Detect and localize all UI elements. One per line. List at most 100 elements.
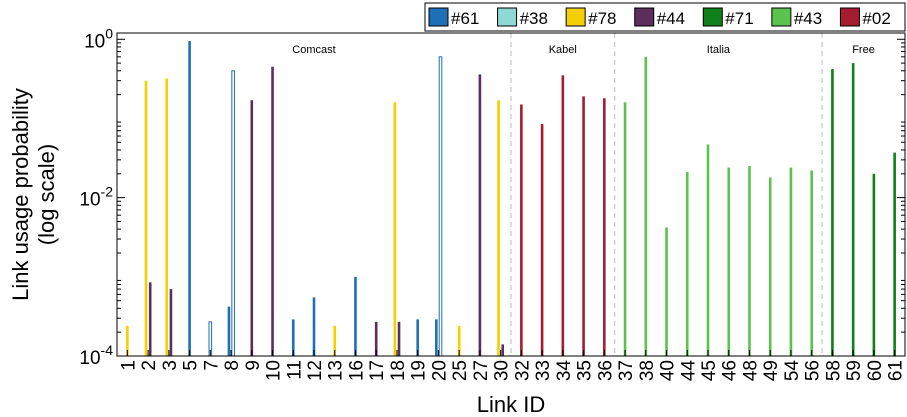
bar-02-link-36 (603, 98, 606, 357)
x-tick-label-58: 58 (823, 360, 844, 381)
bar-44-link-3 (169, 289, 173, 356)
legend-swatch-02 (839, 7, 860, 27)
bar-78-link-18 (393, 102, 397, 356)
bar-71-link-59 (851, 63, 855, 357)
x-tick-label-44: 44 (678, 360, 699, 382)
x-tick-label-20: 20 (429, 360, 450, 381)
x-tick-label-13: 13 (326, 360, 347, 381)
region-label-comcast: Comcast (292, 44, 335, 56)
bar-44-link-10 (271, 66, 274, 356)
x-tick-label-10: 10 (264, 360, 285, 381)
bar-78-link-25 (457, 325, 461, 356)
x-tick-label-48: 48 (741, 360, 762, 381)
bar-02-link-34 (561, 75, 565, 357)
bar-61-link-8 (227, 306, 231, 356)
x-tick-label-46: 46 (720, 360, 741, 381)
legend: #61 #38 #78 #44 #71 #43 #02 (424, 2, 906, 32)
bar-43-link-49 (768, 177, 772, 356)
bar-78-link-30 (497, 100, 500, 356)
bar-43-link-44 (685, 172, 689, 356)
bar-71-link-60 (872, 173, 876, 356)
legend-label-02: #02 (862, 9, 890, 28)
region-label-kabel: Kabel (549, 44, 577, 56)
bar-38-link-8 (231, 70, 235, 357)
bar-02-link-32 (520, 104, 523, 356)
x-tick-label-59: 59 (844, 360, 865, 381)
x-tick-label-2: 2 (139, 360, 160, 371)
x-tick-label-27: 27 (471, 360, 492, 381)
legend-label-78: #78 (588, 9, 616, 28)
bar-71-link-61 (893, 152, 896, 356)
bar-61-link-11 (291, 319, 295, 356)
legend-swatch-71 (702, 7, 723, 27)
bar-44-link-27 (478, 74, 482, 357)
bar-44-link-30 (501, 344, 505, 356)
x-tick-label-25: 25 (450, 360, 471, 381)
plot-frame (116, 32, 906, 357)
legend-swatch-38 (497, 7, 518, 27)
region-separators: Comcast Kabel Italia Free (292, 33, 875, 356)
x-tick-label-56: 56 (803, 360, 824, 381)
bar-38-link-20 (438, 56, 443, 357)
bar-43-link-40 (665, 227, 668, 356)
bar-78-link-3 (165, 78, 169, 356)
x-tick-label-9: 9 (243, 360, 264, 371)
bar-61-link-16 (354, 276, 357, 356)
x-tick-label-45: 45 (699, 360, 720, 381)
bar-43-link-38 (644, 56, 648, 357)
bar-61-link-19 (416, 319, 419, 356)
x-tick-label-17: 17 (367, 360, 388, 381)
bar-44-link-18 (397, 321, 401, 356)
y-tick-label: 10-2 (79, 184, 113, 211)
x-tick-label-3: 3 (160, 360, 181, 371)
x-tick-label-33: 33 (533, 360, 554, 381)
y-tick-label: 10-4 (79, 342, 113, 369)
region-label-free: Free (852, 44, 875, 56)
x-tick-label-7: 7 (201, 360, 222, 371)
bar-43-link-54 (789, 167, 793, 356)
bar-78-link-1 (126, 325, 129, 356)
legend-label-38: #38 (520, 9, 548, 28)
x-tick-label-34: 34 (554, 360, 575, 382)
legend-label-44: #44 (657, 9, 685, 28)
y-axis-title: Link usage probability (log scale) (8, 88, 59, 301)
legend-label-43: #43 (794, 9, 822, 28)
x-tick-label-54: 54 (782, 360, 803, 382)
bar-44-link-9 (250, 100, 254, 356)
x-tick-label-32: 32 (512, 360, 533, 381)
x-tick-label-11: 11 (284, 360, 305, 380)
legend-swatch-78 (565, 7, 586, 27)
bar-61-link-12 (312, 297, 316, 356)
bar-43-link-56 (810, 170, 813, 356)
bar-78-link-2 (144, 80, 148, 357)
x-tick-label-16: 16 (347, 360, 368, 381)
x-axis-title: Link ID (477, 392, 545, 417)
bar-02-link-35 (582, 96, 585, 356)
bar-43-link-46 (727, 167, 731, 356)
x-tick-label-35: 35 (575, 360, 596, 381)
legend-label-61: #61 (451, 9, 479, 28)
legend-swatch-43 (771, 7, 792, 27)
x-tick-label-5: 5 (181, 360, 202, 371)
x-tick-label-40: 40 (658, 360, 679, 381)
y-tick-label: 100 (84, 25, 113, 52)
x-tick-label-37: 37 (616, 360, 637, 381)
bar-44-link-17 (374, 321, 378, 356)
bar-61-link-20 (435, 319, 438, 356)
x-tick-label-8: 8 (222, 360, 243, 371)
legend-swatch-61 (428, 7, 449, 27)
x-tick-label-38: 38 (637, 360, 658, 381)
bars (126, 41, 896, 357)
legend-swatch-44 (634, 7, 655, 27)
bar-43-link-48 (748, 166, 751, 356)
bar-43-link-45 (706, 144, 710, 356)
bar-02-link-33 (540, 124, 544, 356)
region-label-italia: Italia (707, 44, 731, 56)
x-tick-label-61: 61 (886, 360, 907, 381)
x-tick-label-30: 30 (492, 360, 513, 381)
x-tick-label-12: 12 (305, 360, 326, 381)
x-tick-label-36: 36 (595, 360, 616, 381)
bar-61-link-5 (188, 41, 191, 356)
x-tick-label-18: 18 (388, 360, 409, 381)
